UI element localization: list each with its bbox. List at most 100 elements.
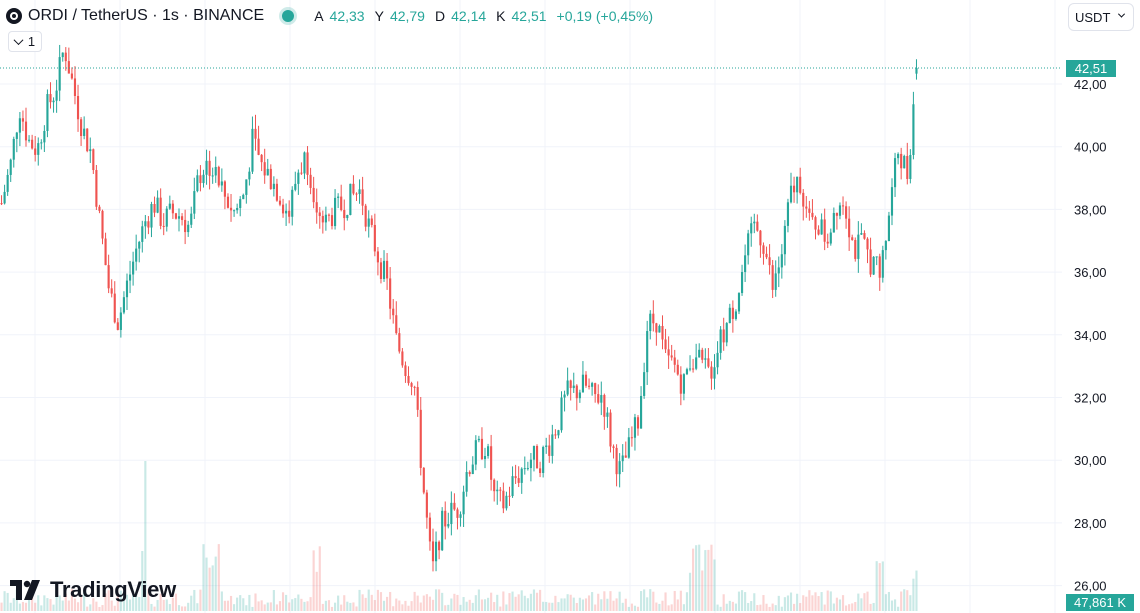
volume-bar xyxy=(419,602,422,611)
candle-body xyxy=(431,541,435,562)
candle-body xyxy=(685,369,689,375)
candle-body xyxy=(496,489,499,492)
candle-body xyxy=(434,541,438,562)
candle-body xyxy=(750,223,753,234)
volume-bar xyxy=(789,592,793,611)
volume-bar xyxy=(869,603,872,611)
currency-select[interactable]: USDT xyxy=(1068,3,1134,31)
collapse-indicators-button[interactable]: 1 xyxy=(8,31,42,52)
candle-body xyxy=(456,509,459,518)
candle-body xyxy=(89,149,92,152)
volume-bar xyxy=(909,595,912,611)
candle-body xyxy=(744,255,747,273)
volume-bar xyxy=(141,551,144,611)
volume-bar xyxy=(474,595,477,611)
volume-bar xyxy=(664,592,667,611)
volume-bar xyxy=(128,599,132,611)
candle-body xyxy=(211,175,214,177)
volume-bar xyxy=(643,589,646,611)
volume-bar xyxy=(401,604,404,611)
volume-bar xyxy=(190,595,193,611)
volume-bar xyxy=(453,593,456,611)
candle-body xyxy=(673,357,676,365)
volume-bar xyxy=(569,594,572,611)
tradingview-logo[interactable]: TradingView xyxy=(10,577,176,603)
candle-body xyxy=(190,213,193,225)
candle-body xyxy=(646,331,649,373)
candle-body xyxy=(113,293,116,323)
volume-bar xyxy=(58,595,61,611)
volume-bar xyxy=(174,593,178,611)
volume-bar xyxy=(21,601,25,611)
candle-body xyxy=(603,395,606,417)
volume-bar xyxy=(878,563,881,611)
volume-bar xyxy=(505,604,508,611)
volume-bar xyxy=(493,602,496,611)
candle-body xyxy=(171,203,174,214)
candle-body xyxy=(483,456,487,460)
ordi-coin-icon xyxy=(6,8,22,24)
candle-body xyxy=(37,143,40,155)
volume-bar xyxy=(119,590,122,611)
volume-bar xyxy=(6,592,9,611)
volume-bar xyxy=(156,599,159,611)
candle-body xyxy=(817,229,820,235)
volume-bar xyxy=(31,590,34,611)
volume-bar xyxy=(802,595,805,611)
candle-body xyxy=(159,197,162,226)
candle-body xyxy=(31,139,34,149)
candle-body xyxy=(829,232,832,244)
volume-bar xyxy=(43,595,46,611)
volume-bar xyxy=(903,589,906,611)
volume-bar xyxy=(756,605,759,611)
indicator-count: 1 xyxy=(27,34,36,49)
volume-bar xyxy=(765,603,768,611)
candle-body xyxy=(196,175,199,192)
volume-bar xyxy=(762,595,765,611)
candle-body xyxy=(851,237,854,240)
open-key: A xyxy=(314,8,324,24)
volume-bar xyxy=(346,601,349,611)
candle-body xyxy=(578,392,581,399)
candle-body xyxy=(591,383,594,387)
candle-body xyxy=(46,94,49,131)
candle-body xyxy=(162,225,165,227)
candle-body xyxy=(474,440,477,465)
candle-body xyxy=(205,160,208,175)
volume-bar xyxy=(398,600,401,611)
volume-bar xyxy=(817,596,820,611)
candle-body xyxy=(872,256,875,275)
candle-body xyxy=(269,168,272,190)
candle-body xyxy=(254,128,257,139)
volume-bar xyxy=(83,592,86,611)
candle-body xyxy=(9,159,12,175)
volume-bar xyxy=(502,591,505,611)
candle-body xyxy=(413,386,416,388)
volume-bar xyxy=(132,590,135,611)
market-status-icon[interactable] xyxy=(282,10,295,22)
volume-bar xyxy=(826,590,829,611)
candle-body xyxy=(655,323,658,333)
volume-bar xyxy=(107,590,110,611)
candle-body xyxy=(863,233,866,239)
volume-bar xyxy=(229,595,233,611)
volume-bar xyxy=(728,600,731,611)
candle-body xyxy=(459,514,462,518)
volume-bar xyxy=(220,591,223,611)
candle-body xyxy=(125,280,129,298)
candle-body xyxy=(676,364,679,375)
volume-bar xyxy=(236,597,239,611)
candle-body xyxy=(551,434,554,456)
volume-bar xyxy=(389,591,392,611)
candle-body xyxy=(658,325,661,333)
volume-bar xyxy=(116,596,119,611)
volume-bar xyxy=(281,592,285,611)
candle-body xyxy=(860,233,863,235)
candle-body xyxy=(294,183,297,190)
volume-bar xyxy=(685,592,689,611)
candle-body xyxy=(389,278,392,309)
volume-bar xyxy=(747,602,750,611)
symbol-title[interactable]: ORDI / TetherUS · 1s · BINANCE xyxy=(28,7,265,24)
tradingview-logo-icon xyxy=(10,580,40,600)
